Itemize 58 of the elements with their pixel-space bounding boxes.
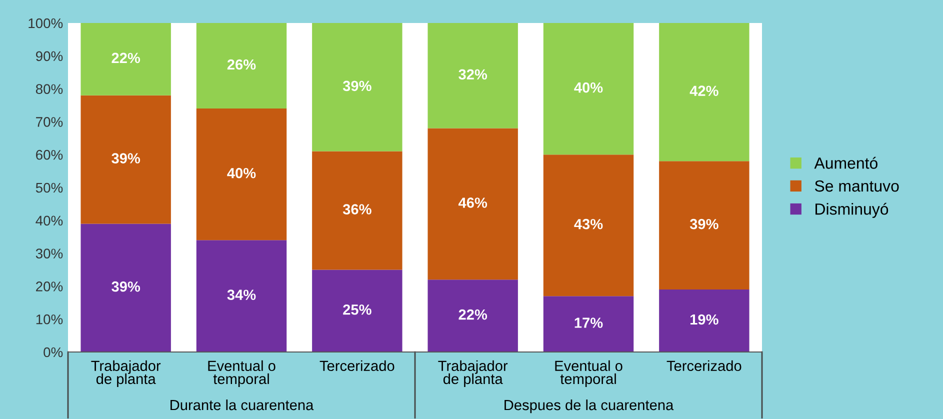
data-label: 46% (458, 198, 488, 208)
bar (659, 289, 750, 352)
x-tick-label: Tercerizado (666, 360, 742, 372)
bar (196, 23, 287, 109)
data-label: 40% (574, 82, 603, 93)
bar (196, 240, 287, 352)
data-label: 22% (458, 309, 488, 320)
data-label: 34% (227, 290, 256, 300)
bar (659, 161, 750, 290)
text: Durante la cuarentena (170, 399, 314, 410)
data-label: 40% (227, 168, 256, 178)
bar (312, 151, 402, 270)
bar (80, 23, 171, 96)
y-tick-label: 0% (44, 347, 63, 358)
y-tick-label: 40% (36, 216, 63, 226)
y-tick-label: 80% (36, 84, 63, 94)
bar (196, 108, 287, 240)
data-label: 39% (342, 80, 372, 92)
bar (543, 154, 634, 296)
y-tick-label: 20% (36, 282, 63, 292)
bar (428, 23, 518, 128)
bar (543, 23, 634, 155)
data-label: 32% (458, 69, 488, 80)
bar (428, 128, 518, 280)
legend-label: Se mantuvo (814, 180, 899, 192)
x-tick-label: Trabajador de planta (91, 360, 161, 387)
bar (428, 280, 518, 352)
data-label: 43% (574, 218, 603, 230)
bar (80, 224, 171, 352)
x-tick-label: Trabajador de planta (438, 360, 508, 387)
legend-label: Aumentó (814, 156, 878, 169)
legend-label: Disminuyó (816, 202, 888, 218)
y-tick-label: 10% (36, 314, 63, 324)
x-tick-label: Eventual o temporal (555, 360, 622, 387)
x-tick-label: Eventual o temporal (208, 360, 276, 387)
data-label: 36% (342, 204, 372, 214)
data-label: 42% (690, 86, 718, 96)
y-tick-label: 30% (36, 248, 63, 258)
data-label: 25% (343, 304, 372, 315)
bar (80, 95, 171, 224)
data-label: 19% (690, 314, 718, 325)
data-label: 39% (690, 218, 718, 230)
bar (543, 296, 634, 352)
data-label: 26% (227, 59, 256, 70)
data-label: 22% (112, 52, 140, 64)
y-tick-label: 70% (36, 117, 63, 127)
bar (312, 270, 402, 352)
data-label: 39% (112, 281, 140, 292)
x-tick-label: Tercerizado (320, 360, 394, 372)
y-tick-label: 50% (36, 182, 63, 193)
text: Despues de la cuarentena (504, 399, 674, 414)
data-label: 17% (574, 318, 603, 328)
bar (659, 23, 750, 162)
data-label: 39% (112, 153, 140, 164)
y-tick-label: 60% (36, 150, 63, 160)
y-tick-label: 90% (36, 51, 63, 62)
y-tick-label: 100% (28, 18, 63, 28)
bar (312, 23, 402, 152)
